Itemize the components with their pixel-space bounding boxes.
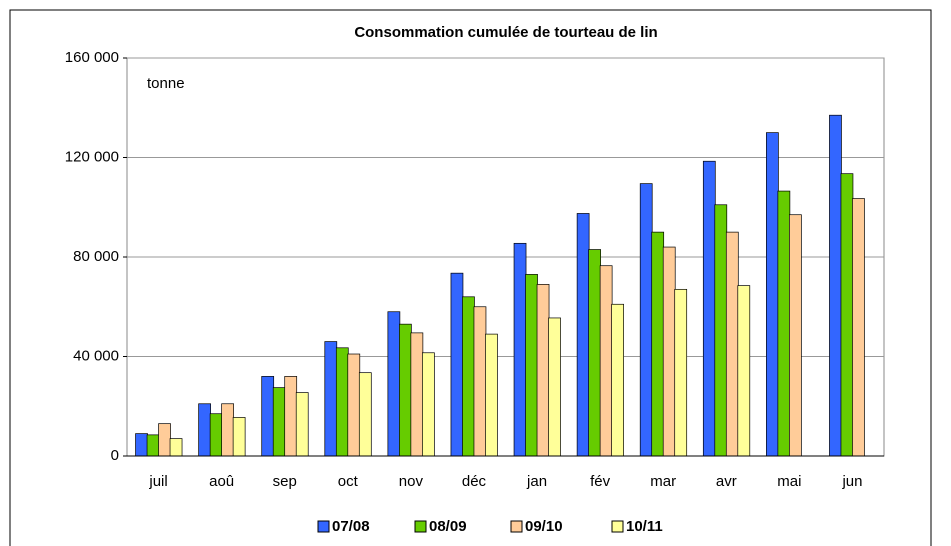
bar: [651, 231, 665, 457]
x-tick-label: oct: [338, 473, 359, 490]
legend-label: 08/09: [429, 518, 467, 535]
bar: [725, 231, 739, 457]
legend-swatch: [317, 520, 330, 533]
bar: [347, 353, 361, 457]
bar: [829, 114, 842, 457]
bar: [335, 347, 349, 457]
bar: [513, 242, 527, 457]
bar: [485, 333, 498, 457]
chart-title: Consommation cumulée de tourteau de lin: [354, 24, 657, 41]
x-tick-label: juil: [148, 473, 167, 490]
bar: [473, 306, 487, 457]
legend-swatch: [510, 520, 523, 533]
x-tick-label: nov: [399, 473, 424, 490]
x-tick-label: jan: [526, 473, 547, 490]
bar: [209, 413, 223, 457]
legend-label: 09/10: [525, 518, 563, 535]
x-tick-label: avr: [716, 473, 737, 490]
x-tick-label: mar: [650, 473, 676, 490]
bar: [548, 317, 561, 457]
x-tick-label: fév: [590, 473, 611, 490]
bar: [840, 173, 854, 457]
bar: [198, 403, 211, 457]
bar: [146, 434, 160, 457]
bar: [272, 387, 286, 457]
bar: [387, 311, 401, 457]
bar: [777, 190, 791, 457]
bar: [410, 332, 424, 457]
x-tick-label: mai: [777, 473, 801, 490]
bar: [576, 213, 590, 457]
bar: [525, 274, 538, 457]
y-tick-label: 0: [111, 447, 119, 464]
bar: [358, 372, 372, 457]
bar: [702, 160, 716, 457]
y-tick-label: 80 000: [73, 248, 119, 265]
x-tick-label: déc: [462, 473, 487, 490]
bar: [662, 246, 676, 457]
bar: [158, 423, 171, 457]
x-tick-label: sep: [273, 473, 297, 490]
bar: [450, 272, 464, 457]
bar: [674, 288, 688, 457]
bar: [135, 433, 148, 457]
bar: [611, 303, 624, 457]
chart-frame: [9, 9, 932, 546]
bar: [324, 341, 338, 457]
bar: [766, 132, 779, 457]
bar: [422, 352, 435, 457]
bar: [221, 403, 234, 457]
bar: [588, 249, 601, 457]
bar: [261, 376, 275, 457]
bar: [737, 285, 751, 457]
legend-label: 10/11: [626, 518, 663, 535]
bar: [284, 376, 298, 457]
bar: [295, 392, 309, 457]
bar: [399, 323, 412, 457]
bar: [462, 296, 475, 457]
bar: [639, 183, 653, 457]
unit-label: tonne: [147, 75, 185, 92]
bar: [852, 198, 865, 457]
bar: [789, 214, 802, 457]
legend-swatch: [611, 520, 624, 533]
legend-label: 07/08: [332, 518, 370, 535]
bar: [714, 204, 728, 457]
bar: [169, 438, 183, 457]
x-tick-label: aoû: [209, 473, 234, 490]
legend-swatch: [414, 520, 427, 533]
bar: [232, 417, 246, 457]
x-tick-label: jun: [841, 473, 862, 490]
bar: [536, 284, 550, 457]
y-tick-label: 40 000: [73, 347, 119, 364]
y-tick-label: 120 000: [65, 148, 119, 165]
y-tick-label: 160 000: [65, 49, 119, 66]
bar: [599, 265, 613, 457]
